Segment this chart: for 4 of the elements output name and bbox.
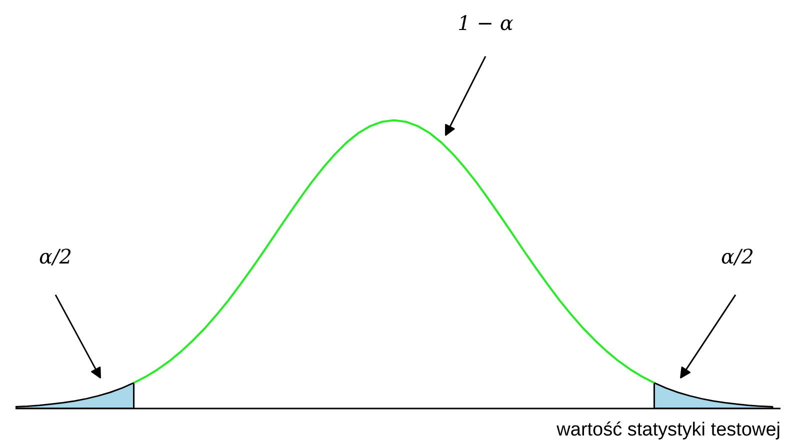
text: 1 − α [458,10,514,35]
x-axis-title: wartość statystyki testowej [556,420,780,440]
annotation: α/2 [721,244,754,268]
annotation: α/2 [39,244,72,268]
